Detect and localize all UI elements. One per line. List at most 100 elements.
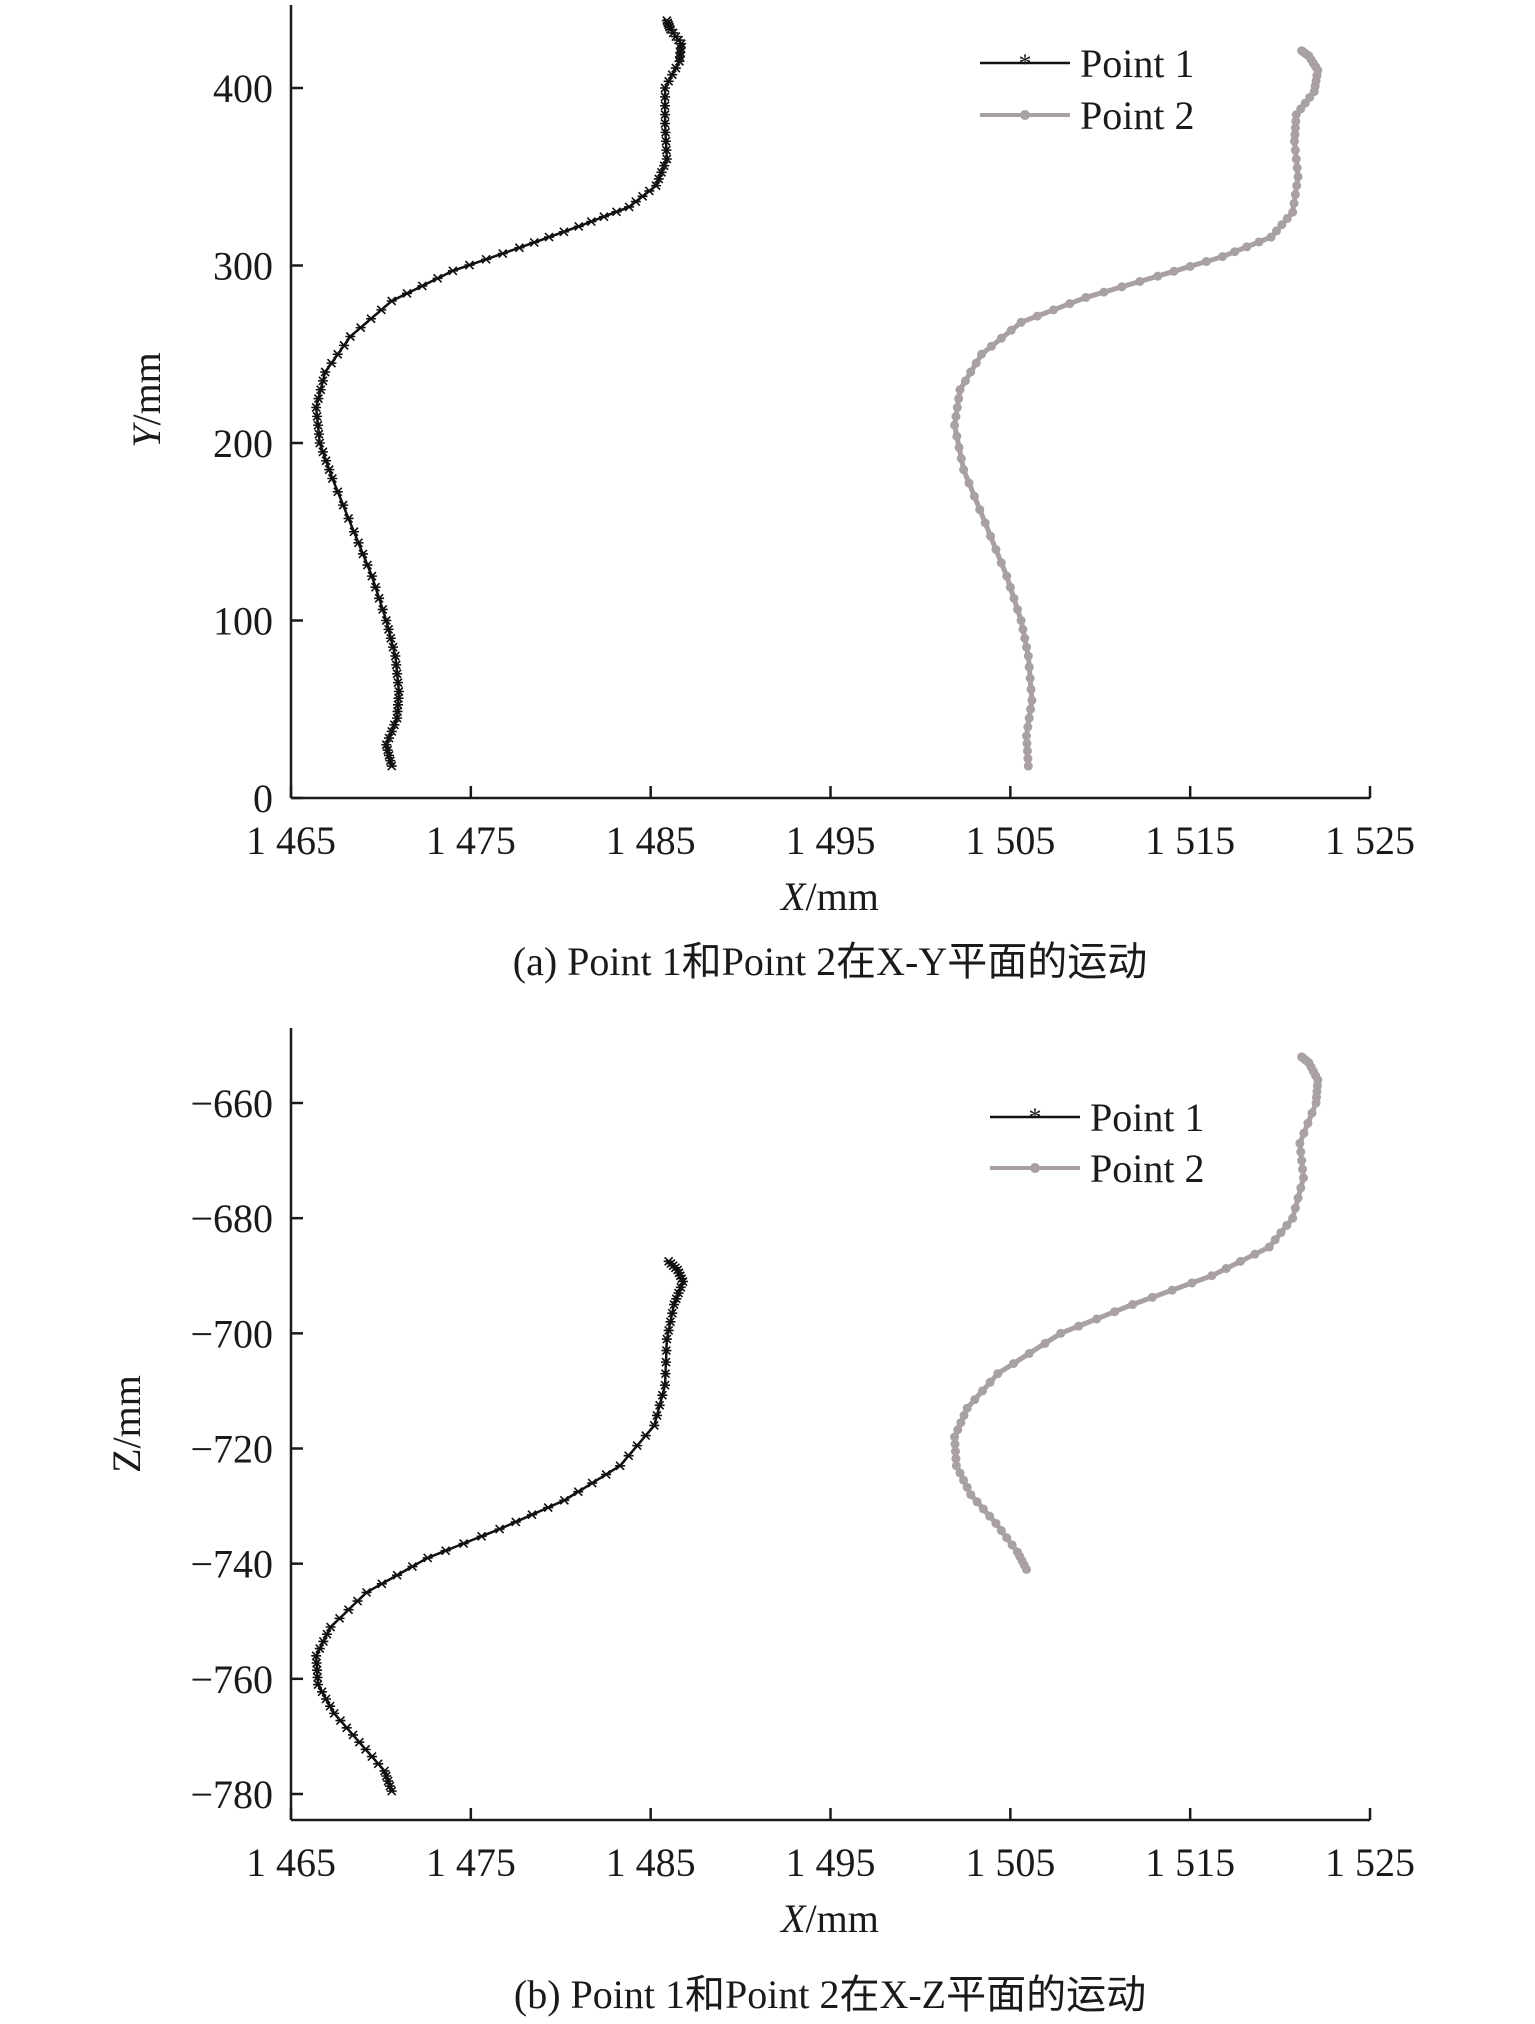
panel-a-point-point-2	[1023, 651, 1033, 661]
panel-b-point-point-2	[1207, 1271, 1217, 1281]
panel-a-point-point-1	[573, 221, 584, 232]
panel-a-point-point-1	[327, 473, 338, 484]
panel-a-point-point-1	[660, 136, 671, 146]
panel-a-point-point-1	[659, 161, 670, 171]
panel-b-point-point-2	[1074, 1321, 1084, 1331]
panel-a-point-point-2	[1002, 571, 1012, 581]
panel-b-point-point-1	[325, 1701, 336, 1711]
panel-b-point-point-2	[1297, 1156, 1307, 1166]
panel-b-point-point-1	[526, 1510, 537, 1520]
panel-b-point-point-2	[985, 1377, 995, 1387]
panel-b-point-point-1	[384, 1781, 395, 1791]
panel-b-point-point-1	[379, 1766, 390, 1776]
panel-a-point-point-1	[381, 615, 392, 626]
panel-b-legend-label-point-2: Point 2	[1090, 1146, 1204, 1191]
panel-a-point-point-1	[317, 447, 328, 457]
panel-b-x-axis-title: X/mm	[779, 1896, 879, 1941]
panel-b-point-point-1	[329, 1708, 340, 1718]
panel-a-x-axis-title: X/mm	[779, 874, 879, 919]
panel-b-point-point-1	[559, 1495, 570, 1505]
panel-a-point-point-2	[1290, 123, 1300, 133]
panel-b-point-point-2	[1295, 1138, 1305, 1148]
panel-a-point-point-2	[1153, 271, 1163, 281]
panel-a-point-point-2	[952, 403, 962, 412]
panel-a-line-point-2	[952, 48, 1321, 769]
panel-a-point-point-1	[326, 358, 337, 368]
panel-b-legend-marker-point-2	[1030, 1163, 1040, 1173]
panel-a-point-point-1	[644, 186, 655, 196]
panel-a-point-point-1	[315, 385, 326, 395]
panel-a-point-point-1	[393, 686, 404, 697]
panel-b-point-point-2	[1264, 1242, 1274, 1252]
panel-a-point-point-2	[1282, 213, 1292, 223]
panel-a-point-point-2	[1290, 190, 1300, 199]
panel-b-point-point-2	[1236, 1256, 1246, 1266]
panel-a-point-point-1	[321, 456, 332, 466]
panel-a-point-point-2	[1297, 46, 1307, 56]
panel-a-point-point-2	[1022, 738, 1032, 748]
panel-b-point-point-1	[311, 1658, 322, 1668]
panel-b-point-point-2	[1024, 1348, 1034, 1358]
panel-b-point-point-2	[1290, 1203, 1300, 1213]
panel-b-point-point-2	[1298, 1164, 1308, 1174]
panel-a-point-point-1	[355, 323, 366, 333]
panel-b-ticks: 1 465 1 475 1 485 1 495 1 505 1 515 1 525 −660 −…	[190, 1081, 1415, 1885]
panel-b-point-point-1	[458, 1538, 469, 1549]
panel-a-point-point-1	[392, 669, 403, 679]
panel-b-point-point-1	[386, 1786, 397, 1796]
panel-b-point-point-2	[1270, 1235, 1280, 1245]
panel-a-point-point-2	[996, 333, 1006, 343]
panel-a-x-tick-label: 1 475	[426, 818, 516, 863]
panel-a-point-point-2	[1117, 282, 1127, 292]
panel-a-point-point-2	[986, 531, 996, 541]
panel-a-point-point-1	[370, 582, 381, 592]
panel-b-point-point-2	[993, 1369, 1003, 1379]
panel-a-point-point-2	[977, 349, 987, 359]
panel-a-point-point-1	[464, 260, 475, 270]
panel-b-point-point-1	[667, 1308, 678, 1318]
panel-b-point-point-2	[970, 1395, 980, 1405]
panel-b-y-tick-label: −740	[190, 1542, 273, 1587]
panel-a-legend-label-point-2: Point 2	[1080, 93, 1194, 138]
panel-a-point-point-2	[1022, 731, 1032, 741]
panel-b-caption: (b) Point 1和Point 2在X-Z平面的运动	[514, 1972, 1146, 2017]
panel-a-point-point-2	[980, 518, 990, 528]
panel-b-point-point-2	[1128, 1300, 1138, 1310]
panel-a-point-point-2	[1290, 130, 1300, 140]
panel-a-y-tick-label: 200	[213, 421, 273, 466]
panel-a-point-point-1	[389, 720, 400, 730]
panel-a-x-tick-label: 1 495	[786, 818, 876, 863]
panel-a-point-point-2	[986, 341, 996, 351]
panel-a-point-point-1	[376, 305, 387, 315]
panel-a-point-point-1	[667, 70, 678, 80]
panel-a-point-point-1	[544, 232, 555, 242]
panel-b-point-point-2	[955, 1468, 965, 1478]
panel-a-point-point-2	[1016, 317, 1026, 327]
panel-b-point-point-1	[407, 1561, 418, 1572]
panel-a-point-point-1	[345, 331, 356, 342]
panel-a-point-point-1	[384, 750, 395, 760]
panel-a-point-point-2	[1020, 633, 1030, 643]
panel-a-legend-marker-point-1: *	[1019, 49, 1032, 78]
panel-a-point-point-2	[1048, 305, 1058, 315]
panel-b-point-point-1	[651, 1410, 662, 1420]
panel-a-point-point-1	[324, 465, 335, 475]
panel-a-point-point-2	[1005, 582, 1015, 592]
panel-b-point-point-2	[1282, 1220, 1292, 1230]
panel-a-point-point-1	[348, 527, 359, 537]
panel-b-point-point-1	[335, 1716, 346, 1726]
panel-a-point-point-1	[338, 500, 349, 510]
panel-a-caption: (a) Point 1和Point 2在X-Y平面的运动	[513, 939, 1147, 984]
panel-b-legend-marker-point-1: *	[1029, 1103, 1042, 1132]
panel-b-point-point-2	[951, 1461, 961, 1471]
panel-a-point-point-1	[656, 167, 667, 177]
panel-b-point-point-1	[615, 1461, 626, 1471]
panel-a-point-point-2	[1185, 261, 1195, 271]
panel-a-point-point-2	[1291, 154, 1301, 164]
panel-a-point-point-1	[366, 571, 377, 581]
panel-a-point-point-1	[598, 212, 609, 222]
panel-b-y-tick-label: −760	[190, 1657, 273, 1702]
panel-a-point-point-1	[374, 593, 385, 603]
panel-a-point-point-2	[1292, 163, 1302, 173]
panel-b-point-point-2	[991, 1518, 1001, 1528]
